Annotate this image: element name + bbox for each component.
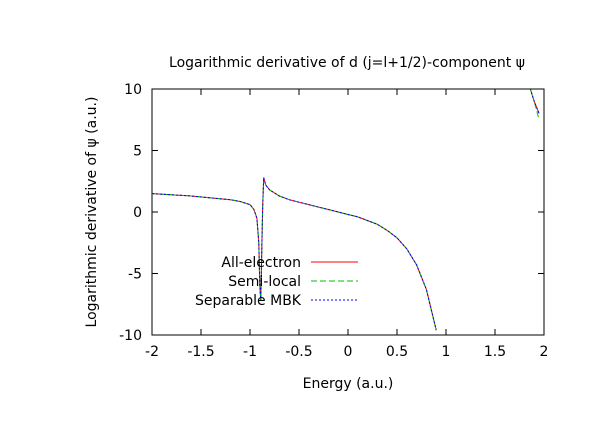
x-tick-label: 1 <box>442 344 451 360</box>
x-tick-label: 0.5 <box>386 344 408 360</box>
chart-title: Logarithmic derivative of d (j=l+1/2)-co… <box>169 55 525 71</box>
x-tick-label: -2 <box>145 344 159 360</box>
y-tick-label: 0 <box>133 205 142 221</box>
x-axis-title: Energy (a.u.) <box>303 376 394 392</box>
legend: All-electron Semi-local Separable MBK <box>195 255 358 309</box>
x-tick-label: 2 <box>540 344 549 360</box>
x-tick-label: -0.5 <box>285 344 312 360</box>
x-tick-label: -1 <box>243 344 257 360</box>
y-tick-label: 5 <box>133 144 142 160</box>
y-tick-label: -10 <box>119 328 142 344</box>
y-axis-title: Logarithmic derivative of ψ (a.u.) <box>84 97 100 328</box>
x-axis: -2 -1.5 -1 -0.5 0 0.5 1 1.5 2 <box>145 89 548 360</box>
legend-label: All-electron <box>221 255 301 271</box>
x-tick-label: 0 <box>344 344 353 360</box>
x-tick-label: -1.5 <box>187 344 214 360</box>
x-tick-label: 1.5 <box>484 344 506 360</box>
y-tick-label: 10 <box>124 82 142 98</box>
legend-label: Separable MBK <box>195 293 302 309</box>
y-axis: -10 -5 0 5 10 <box>119 82 544 344</box>
series-line-separable-mbk <box>152 89 540 331</box>
y-tick-label: -5 <box>128 267 142 283</box>
legend-label: Semi-local <box>228 274 301 290</box>
series-layer <box>152 89 540 331</box>
